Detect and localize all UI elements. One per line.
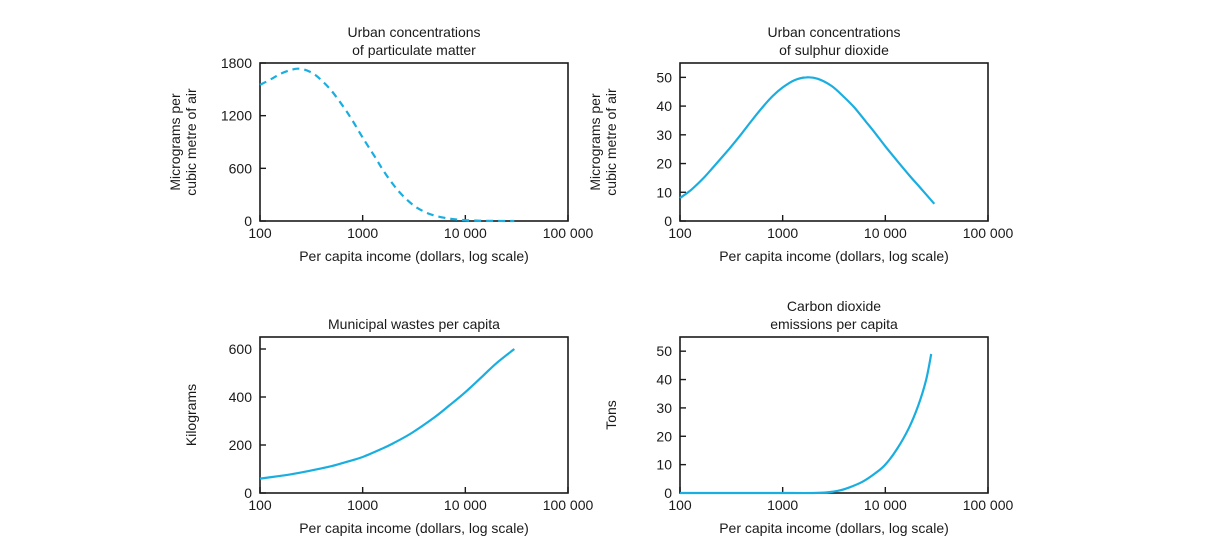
- series-line: [679, 76, 936, 205]
- y-tick-label: 10: [656, 457, 672, 473]
- x-axis-label: Per capita income (dollars, log scale): [299, 520, 529, 536]
- y-tick-label: 600: [229, 341, 253, 357]
- y-tick-label: 0: [664, 485, 672, 501]
- plot-frame: [259, 336, 569, 494]
- plot-frame: [259, 62, 569, 222]
- x-axis-label: Per capita income (dollars, log scale): [299, 248, 529, 264]
- series-line: [259, 348, 515, 480]
- y-tick-label: 30: [656, 127, 672, 143]
- y-tick-label: 200: [229, 437, 253, 453]
- x-tick-label: 100: [248, 225, 272, 241]
- y-axis-label: cubic metre of air: [603, 88, 619, 196]
- y-tick-label: 1800: [221, 55, 252, 71]
- x-tick-label: 1000: [347, 497, 378, 513]
- chart-title: of particulate matter: [352, 42, 476, 58]
- series-line: [259, 67, 515, 223]
- y-tick-label: 30: [656, 400, 672, 416]
- x-tick-label: 1000: [767, 225, 798, 241]
- chart-title: of sulphur dioxide: [779, 42, 889, 58]
- y-tick-label: 400: [229, 389, 253, 405]
- x-tick-label: 100 000: [963, 497, 1014, 513]
- y-tick-label: 0: [244, 213, 252, 229]
- y-axis-label: Tons: [603, 400, 619, 430]
- chart-title: Urban concentrations: [347, 24, 480, 40]
- y-tick-label: 10: [656, 184, 672, 200]
- series-line: [679, 353, 933, 495]
- x-tick-label: 100: [668, 225, 692, 241]
- x-tick-label: 100 000: [963, 225, 1014, 241]
- x-tick-label: 1000: [767, 497, 798, 513]
- y-tick-label: 20: [656, 428, 672, 444]
- y-axis-label: Kilograms: [183, 384, 199, 446]
- y-tick-label: 40: [656, 372, 672, 388]
- x-tick-label: 100: [668, 497, 692, 513]
- x-tick-label: 1000: [347, 225, 378, 241]
- y-tick-label: 0: [244, 485, 252, 501]
- plot-frame: [679, 336, 989, 494]
- y-axis-label: Micrograms per: [587, 93, 603, 191]
- chart-title: emissions per capita: [770, 316, 898, 332]
- y-axis-label: cubic metre of air: [183, 88, 199, 196]
- chart-title: Carbon dioxide: [787, 298, 881, 314]
- x-tick-label: 10 000: [864, 225, 907, 241]
- y-tick-label: 50: [656, 343, 672, 359]
- y-axis-label: Micrograms per: [167, 93, 183, 191]
- x-tick-label: 10 000: [864, 497, 907, 513]
- chart-title: Urban concentrations: [767, 24, 900, 40]
- chart-panel-3: Municipal wastes per capita 100 1000 10 000…: [183, 316, 594, 536]
- x-tick-label: 10 000: [444, 225, 487, 241]
- x-tick-label: 100: [248, 497, 272, 513]
- x-tick-label: 100 000: [543, 225, 594, 241]
- y-tick-label: 0: [664, 213, 672, 229]
- y-tick-label: 1200: [221, 108, 252, 124]
- x-axis-label: Per capita income (dollars, log scale): [719, 520, 949, 536]
- x-tick-label: 10 000: [444, 497, 487, 513]
- chart-title: Municipal wastes per capita: [328, 316, 500, 332]
- y-tick-label: 40: [656, 98, 672, 114]
- plot-frame: [679, 62, 989, 222]
- chart-panel-2: Urban concentrations of sulphur dioxide 10…: [587, 24, 1014, 264]
- x-tick-label: 100 000: [543, 497, 594, 513]
- y-tick-label: 600: [229, 160, 253, 176]
- y-tick-label: 50: [656, 69, 672, 85]
- y-tick-label: 20: [656, 156, 672, 172]
- chart-panel-1: Urban concentrations of particulate matte…: [167, 24, 594, 264]
- x-axis-label: Per capita income (dollars, log scale): [719, 248, 949, 264]
